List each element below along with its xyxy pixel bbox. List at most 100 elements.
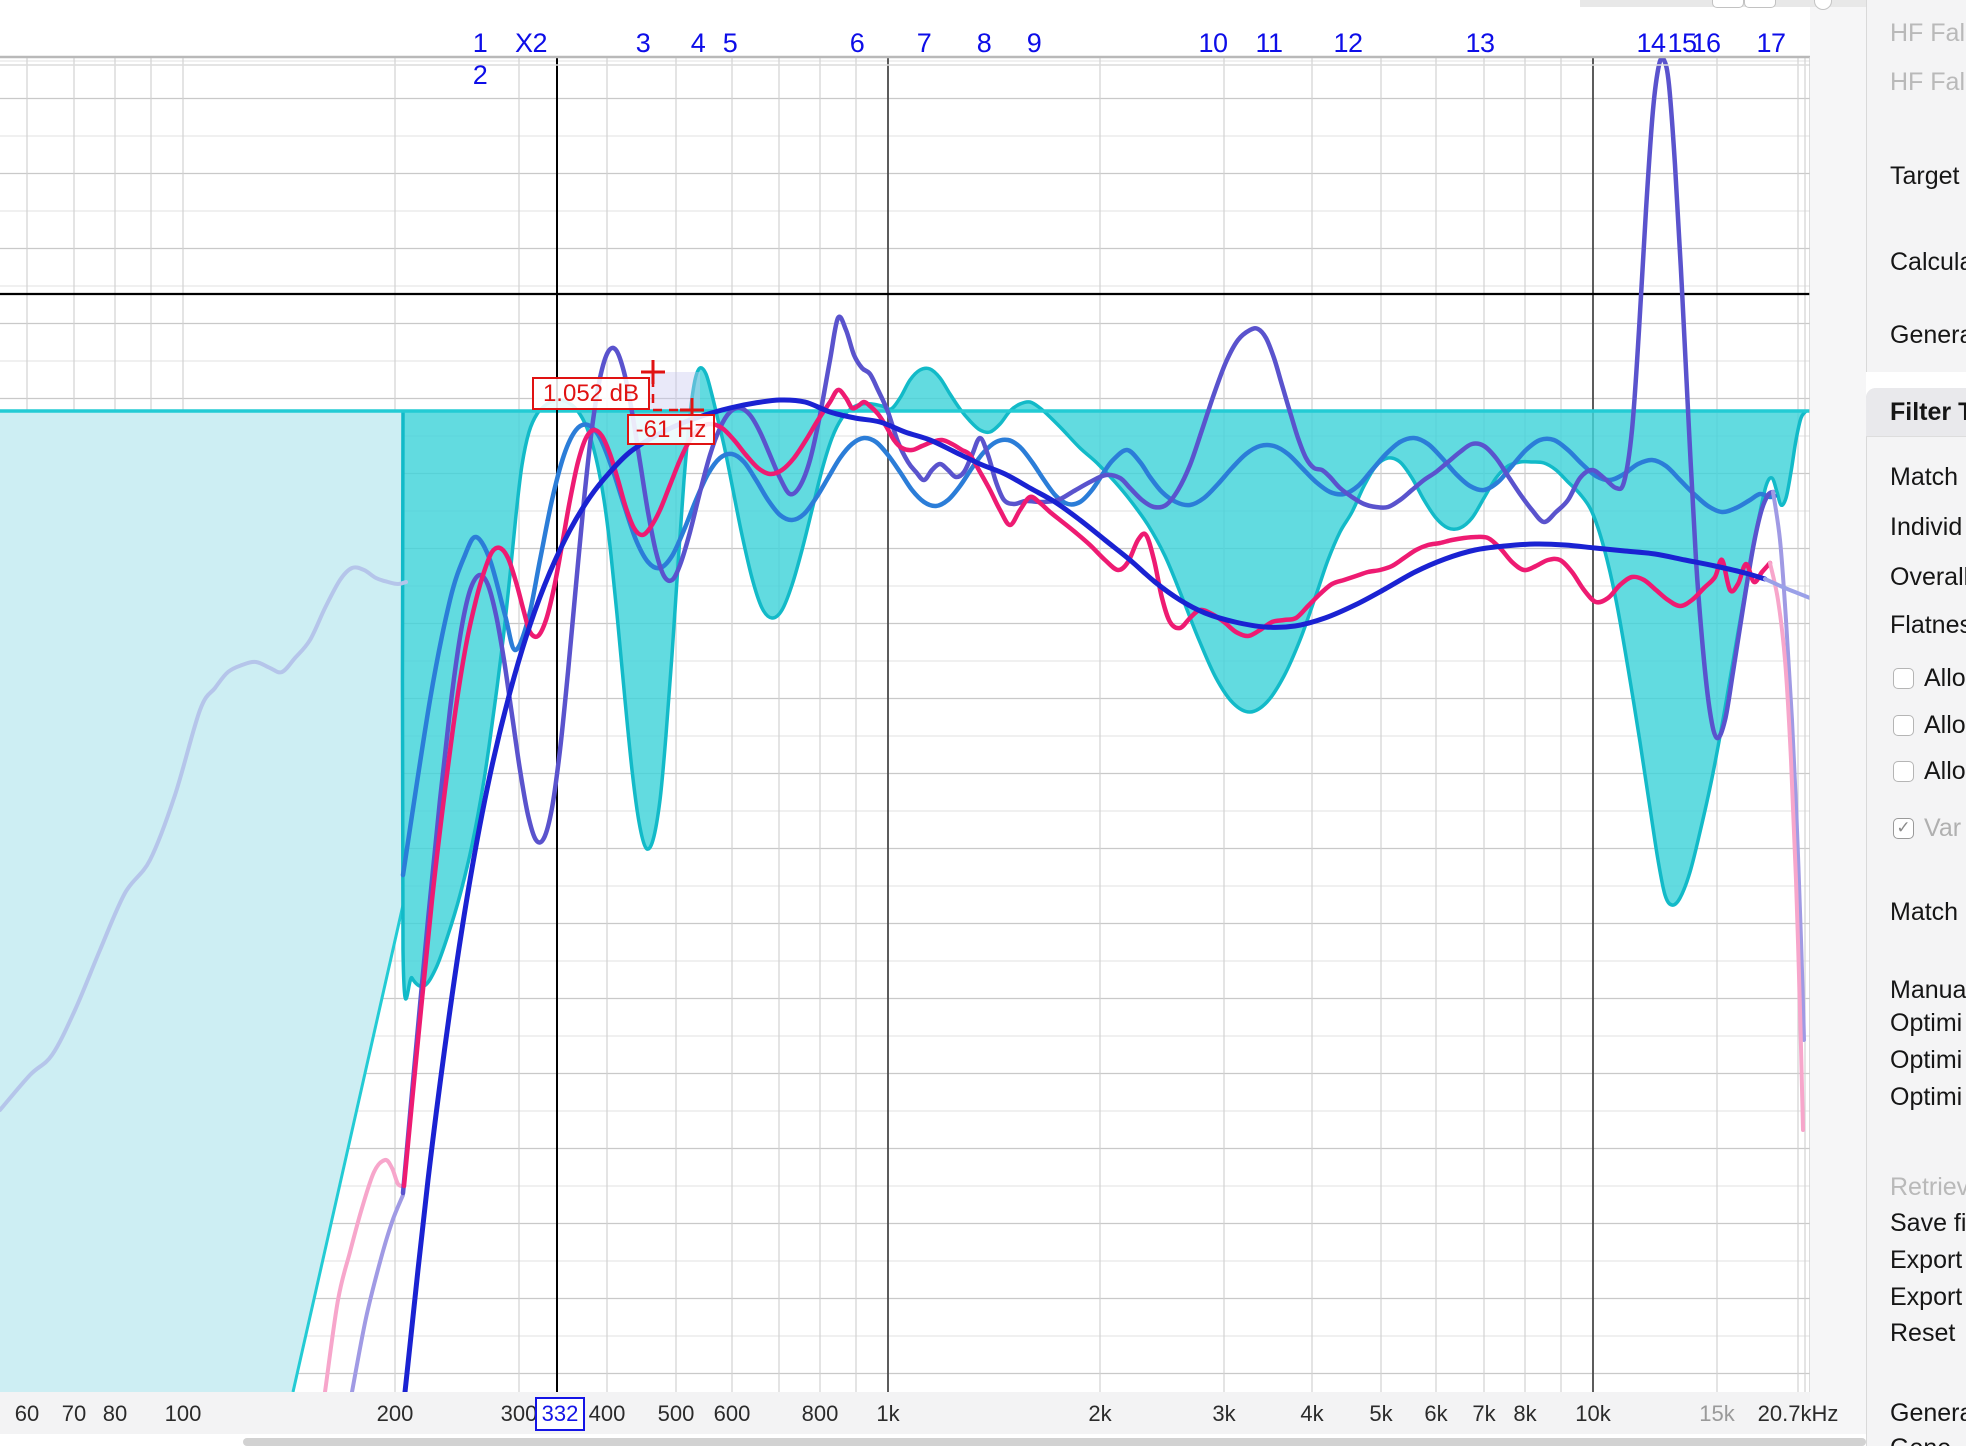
checkbox-empty-icon[interactable] xyxy=(1893,761,1914,782)
curve-smoothed-response-blue xyxy=(400,422,1778,878)
x-tick-label-20.7kHz: 20.7kHz xyxy=(1757,1401,1839,1426)
sidebar-item-match-0[interactable]: Match xyxy=(1890,463,1959,491)
curve-pink-low-freq-faded xyxy=(323,1157,406,1392)
sidebar-section-target xyxy=(1866,0,1966,372)
sidebar-item-flatnes-3[interactable]: Flatnes xyxy=(1890,611,1966,639)
sidebar-item-export-16[interactable]: Export xyxy=(1890,1283,1963,1311)
sidebar-item-genera-18[interactable]: Genera xyxy=(1890,1399,1966,1427)
cursor-annotation-marks xyxy=(641,360,704,422)
sidebar-item-hf-fall-0[interactable]: HF Fall xyxy=(1890,19,1966,47)
cursor-frequency-box: 332 xyxy=(535,1397,585,1431)
band-marker-17[interactable]: 17 xyxy=(1756,28,1786,58)
sidebar-item-optimi-11[interactable]: Optimi xyxy=(1890,1046,1963,1074)
band-marker-4[interactable]: 4 xyxy=(690,28,706,58)
sidebar-item-genera-4[interactable]: Genera xyxy=(1890,321,1966,349)
sidebar-section-filter-tasks xyxy=(1866,388,1966,1446)
x-tick-label-200: 200 xyxy=(376,1401,414,1426)
curve-slate-tail-faded xyxy=(1771,490,1806,1042)
x-tick-label-7k: 7k xyxy=(1472,1401,1496,1426)
band-marker-6[interactable]: 6 xyxy=(849,28,865,58)
sidebar-item-individ-1[interactable]: Individ xyxy=(1890,513,1963,541)
x-tick-label-600: 600 xyxy=(713,1401,751,1426)
band-marker-8[interactable]: 8 xyxy=(976,28,992,58)
checkbox-label: Var xyxy=(1924,814,1962,842)
sidebar-item-hf-fall-1[interactable]: HF Fall xyxy=(1890,68,1966,96)
frequency-delta-readout-box: -61 Hz xyxy=(627,414,715,445)
sidebar-item-save-fi-14[interactable]: Save fi xyxy=(1890,1209,1966,1237)
level-readout-box: 1.052 dB xyxy=(532,377,650,410)
x-tick-label-5k: 5k xyxy=(1369,1401,1393,1426)
x-tick-label-1k: 1k xyxy=(876,1401,900,1426)
curve-violet-low-freq-faded xyxy=(350,1193,405,1392)
x-tick-label-300: 300 xyxy=(500,1401,538,1426)
x-tick-label-800: 800 xyxy=(801,1401,839,1426)
x-tick-label-8k: 8k xyxy=(1513,1401,1537,1426)
sidebar-item-gene-19[interactable]: Gene xyxy=(1890,1434,1951,1446)
checkbox-row-allo-5[interactable]: Allo xyxy=(1893,711,1966,740)
band-marker-12[interactable]: 12 xyxy=(1333,28,1363,58)
band-marker-9[interactable]: 9 xyxy=(1026,28,1042,58)
x-axis-strip xyxy=(0,1392,1810,1434)
checkbox-row-var-7[interactable]: ✓ Var xyxy=(1893,814,1961,843)
checkbox-empty-icon[interactable] xyxy=(1893,715,1914,736)
checkbox-row-allo-4[interactable]: Allo xyxy=(1893,664,1966,693)
band-marker-14[interactable]: 14 xyxy=(1636,28,1666,58)
x-tick-label-4k: 4k xyxy=(1300,1401,1324,1426)
checkbox-checked-icon[interactable]: ✓ xyxy=(1893,818,1914,839)
band-marker-7[interactable]: 7 xyxy=(916,28,932,58)
x-tick-label-6k: 6k xyxy=(1424,1401,1448,1426)
checkbox-label: Allo xyxy=(1924,664,1966,692)
x-tick-label-400: 400 xyxy=(588,1401,626,1426)
band-marker-X2[interactable]: X2 xyxy=(514,28,548,58)
checkbox-empty-icon[interactable] xyxy=(1893,668,1914,689)
chart-right-gutter xyxy=(1810,0,1866,1446)
x-tick-label-60: 60 xyxy=(14,1401,40,1426)
band-marker-1[interactable]: 1 xyxy=(472,28,488,58)
filter-tasks-header: Filter T xyxy=(1866,388,1966,437)
x-tick-label-10k: 10k xyxy=(1575,1401,1611,1426)
view-toggle-button-left[interactable] xyxy=(1712,0,1744,8)
checkbox-label: Allo xyxy=(1924,711,1966,739)
checkbox-label: Allo xyxy=(1924,757,1966,785)
level-readout: 1.052 dB xyxy=(542,380,640,407)
curve-measurement-low-freq-faded xyxy=(0,565,408,1112)
sidebar-item-optimi-10[interactable]: Optimi xyxy=(1890,1009,1963,1037)
chart-reference-lines xyxy=(0,57,1810,1397)
horizontal-scrollbar-thumb[interactable] xyxy=(243,1438,1866,1446)
sidebar-item-match-8[interactable]: Match xyxy=(1890,898,1959,926)
chart-fills xyxy=(0,366,1808,1392)
band-marker-11[interactable]: 11 xyxy=(1255,28,1283,58)
frequency-delta-readout: -61 Hz xyxy=(635,416,707,443)
sidebar-item-export-15[interactable]: Export xyxy=(1890,1246,1963,1274)
band-marker-row2-2[interactable]: 2 xyxy=(472,60,488,90)
curve-crimson-tail-faded xyxy=(1768,561,1805,1132)
band-marker-3[interactable]: 3 xyxy=(635,28,651,58)
sidebar-item-overall-2[interactable]: Overall xyxy=(1890,563,1966,591)
sidebar-item-target-2[interactable]: Target xyxy=(1890,162,1960,190)
curve-navy-tail-faded xyxy=(1763,577,1810,600)
curve-filter-target-navy xyxy=(402,397,1768,1392)
sidebar-item-manua-9[interactable]: Manua xyxy=(1890,976,1966,1004)
curve-corrected-response-crimson xyxy=(401,387,1773,1189)
x-tick-label-3k: 3k xyxy=(1212,1401,1236,1426)
sidebar-item-optimi-12[interactable]: Optimi xyxy=(1890,1083,1963,1111)
sidebar-item-retriev-13[interactable]: Retriev xyxy=(1890,1173,1966,1201)
sidebar-item-reset-17[interactable]: Reset xyxy=(1890,1319,1956,1347)
x-tick-label-2k: 2k xyxy=(1088,1401,1112,1426)
x-tick-label-15k: 15k xyxy=(1699,1401,1735,1426)
sidebar-item-calcula-3[interactable]: Calcula xyxy=(1890,248,1966,276)
x-tick-label-80: 80 xyxy=(102,1401,128,1426)
band-marker-5[interactable]: 5 xyxy=(722,28,738,58)
band-marker-13[interactable]: 13 xyxy=(1465,28,1495,58)
filter-tasks-title: Filter T xyxy=(1890,398,1966,426)
x-tick-label-500: 500 xyxy=(657,1401,695,1426)
x-tick-label-70: 70 xyxy=(61,1401,87,1426)
band-marker-10[interactable]: 10 xyxy=(1198,28,1228,58)
x-tick-label-100: 100 xyxy=(164,1401,202,1426)
view-toggle-button-right[interactable] xyxy=(1744,0,1776,8)
checkbox-row-allo-6[interactable]: Allo xyxy=(1893,757,1966,786)
band-marker-15[interactable]: 15 xyxy=(1667,28,1697,58)
band-marker-16[interactable]: 16 xyxy=(1691,28,1721,58)
